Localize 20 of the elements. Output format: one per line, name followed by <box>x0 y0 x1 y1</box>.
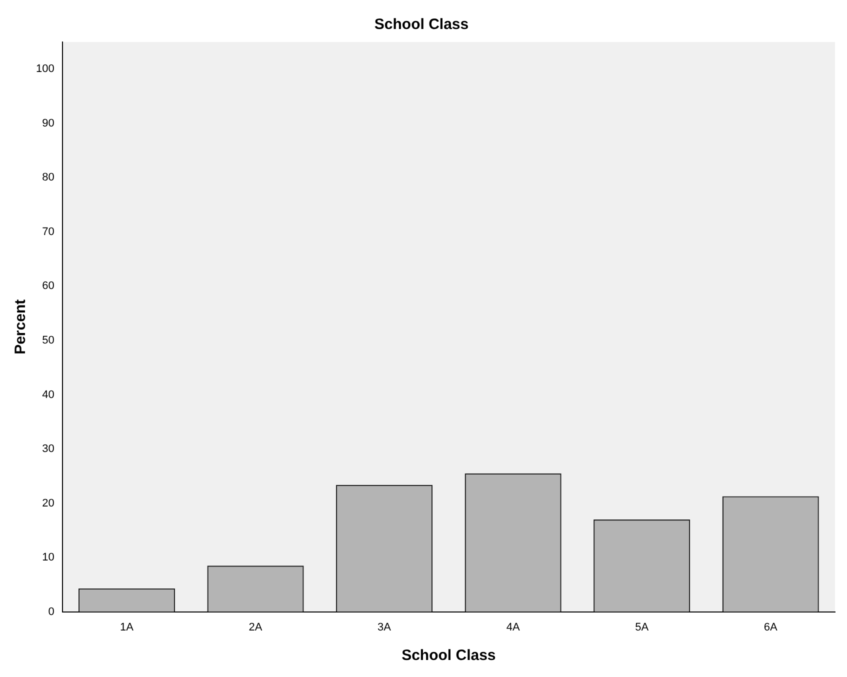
y-tick-label: 0 <box>48 606 54 618</box>
x-tick-label: 5A <box>635 621 650 634</box>
y-tick-label: 90 <box>42 117 54 130</box>
x-tick-label: 4A <box>506 621 520 634</box>
y-tick-label: 50 <box>42 334 54 346</box>
x-tick-label: 1A <box>120 621 134 634</box>
y-axis-title: Percent <box>12 299 30 354</box>
y-tick-label: 20 <box>42 497 54 510</box>
x-tick-label: 3A <box>378 621 392 634</box>
y-tick-label: 30 <box>42 443 54 456</box>
x-tick-label: 6A <box>764 621 778 634</box>
y-tick-label: 10 <box>42 552 54 564</box>
y-tick-label: 70 <box>42 226 54 238</box>
x-axis-title: School Class <box>402 647 496 664</box>
y-tick-label: 80 <box>42 172 54 184</box>
chart-title: School Class <box>374 16 469 34</box>
y-tick-label: 40 <box>42 388 54 401</box>
y-tick-label: 60 <box>42 280 54 292</box>
x-tick-label: 2A <box>248 621 263 634</box>
y-tick-label: 100 <box>36 63 54 76</box>
